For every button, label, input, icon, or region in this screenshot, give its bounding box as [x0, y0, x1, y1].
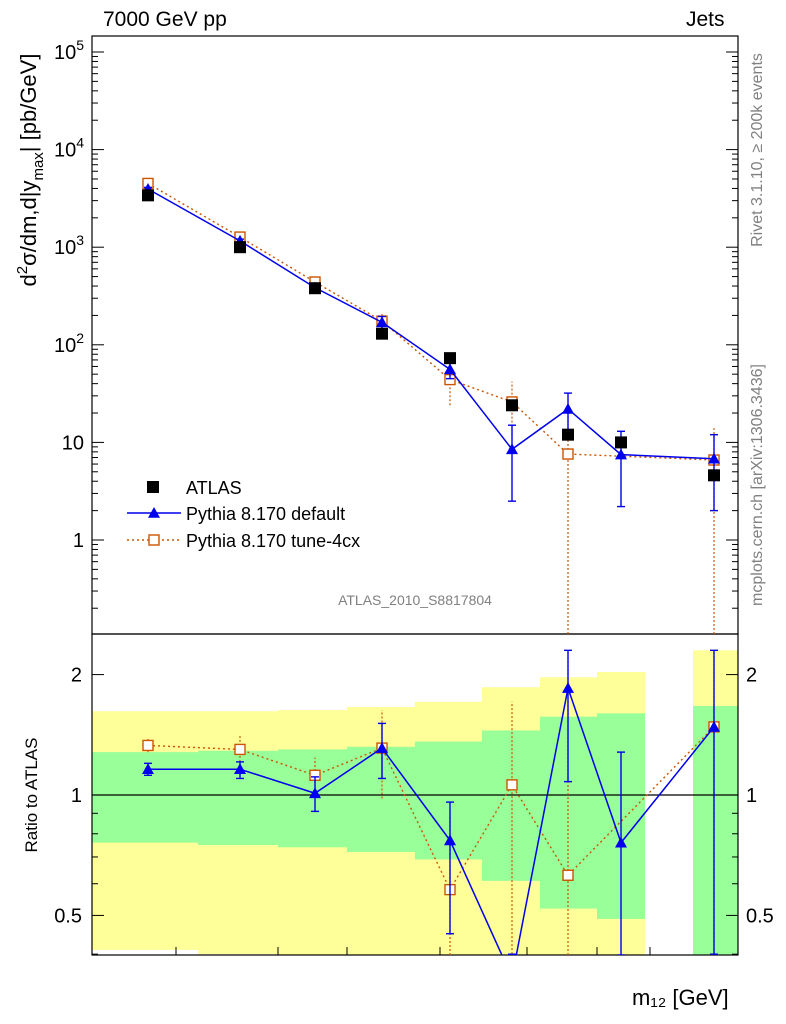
uncertainty-bands — [92, 650, 738, 955]
atlas-data-point — [562, 428, 574, 441]
main-y-axis-label: d2σ/dm,d|ymax| [pb/GeV] — [14, 54, 47, 287]
ratio-default-point — [506, 971, 518, 982]
ratio-tune-point — [234, 743, 246, 756]
ratio-tune-point — [562, 869, 574, 881]
y-tick-label: 102 — [54, 330, 84, 357]
ratio-tick-label-right: 1 — [746, 785, 757, 807]
y-tick-label: 104 — [54, 135, 84, 162]
ratio-default-point — [444, 834, 456, 846]
legend-atlas-label: ATLAS — [186, 478, 242, 498]
atlas-data-point — [615, 436, 627, 449]
main-y-ticks — [92, 51, 738, 609]
default-point — [444, 363, 456, 375]
atlas-data-point — [506, 399, 518, 412]
legend-default-label: Pythia 8.170 default — [186, 504, 345, 524]
x-ticks — [175, 947, 651, 955]
mcplots-label: mcplots.cern.ch [arXiv:1306.3436] — [749, 364, 766, 606]
band-inner — [198, 750, 278, 845]
y-tick-label: 1 — [73, 530, 84, 552]
main-series — [142, 177, 720, 634]
default-line — [147, 188, 715, 460]
legend-tune-marker — [148, 534, 160, 546]
ratio-y-axis-label: Ratio to ATLAS — [22, 738, 41, 853]
legend-atlas-marker — [147, 481, 159, 493]
band-inner — [482, 730, 540, 881]
ratio-series — [142, 649, 720, 982]
ratio-tune-point — [142, 739, 154, 752]
ratio-default-point — [376, 742, 388, 753]
legend-default-marker — [148, 507, 160, 518]
atlas-data-point — [444, 352, 456, 365]
legend-tune-label: Pythia 8.170 tune-4cx — [186, 531, 360, 551]
ratio-default-point — [309, 787, 321, 799]
ratio-tune-point — [506, 779, 518, 791]
atlas-data-point — [309, 282, 321, 295]
ratio-default-point — [562, 682, 574, 693]
ratio-tune-line — [147, 726, 715, 892]
default-point — [376, 316, 388, 328]
ratio-tick-label-right: 2 — [746, 665, 757, 687]
default-point — [562, 402, 574, 414]
ratio-default-point — [142, 763, 154, 775]
x-axis-label: m₁₂ [GeV] — [632, 985, 729, 1011]
atlas-data-point — [376, 327, 388, 340]
ratio-default-point — [615, 836, 627, 848]
atlas-data-point — [708, 469, 720, 482]
ratio-tick-label-right: 0.5 — [746, 905, 774, 927]
process-label: Jets — [686, 8, 725, 31]
y-tick-label: 103 — [54, 232, 84, 259]
band-inner — [278, 749, 347, 848]
tune-4cx-point — [562, 448, 574, 460]
y-tick-label: 105 — [54, 37, 84, 64]
ratio-default-point — [708, 720, 720, 732]
default-point — [615, 448, 627, 460]
analysis-label: ATLAS_2010_S8817804 — [338, 592, 492, 608]
default-point — [708, 452, 720, 464]
ratio-tick-label-left: 0.5 — [54, 905, 82, 927]
y-tick-label: 10 — [62, 432, 84, 454]
band-inner — [693, 705, 738, 955]
legend: ATLAS Pythia 8.170 default Pythia 8.170 tu… — [127, 478, 360, 551]
ratio-tick-label-left: 2 — [71, 665, 82, 687]
default-point — [506, 443, 518, 455]
ratio-tick-label-left: 1 — [71, 785, 82, 807]
ratio-default-point — [234, 763, 246, 775]
tune-4cx-line — [147, 182, 715, 461]
band-inner — [92, 752, 198, 843]
rivet-version-label: Rivet 3.1.10, ≥ 200k events — [749, 53, 766, 247]
band-inner — [347, 746, 415, 853]
atlas-data-point — [142, 189, 154, 202]
atlas-data-point — [234, 241, 246, 254]
main-title: 7000 GeV pp — [103, 8, 227, 31]
x-axis-label-text: m₁₂ [GeV] — [632, 985, 729, 1010]
